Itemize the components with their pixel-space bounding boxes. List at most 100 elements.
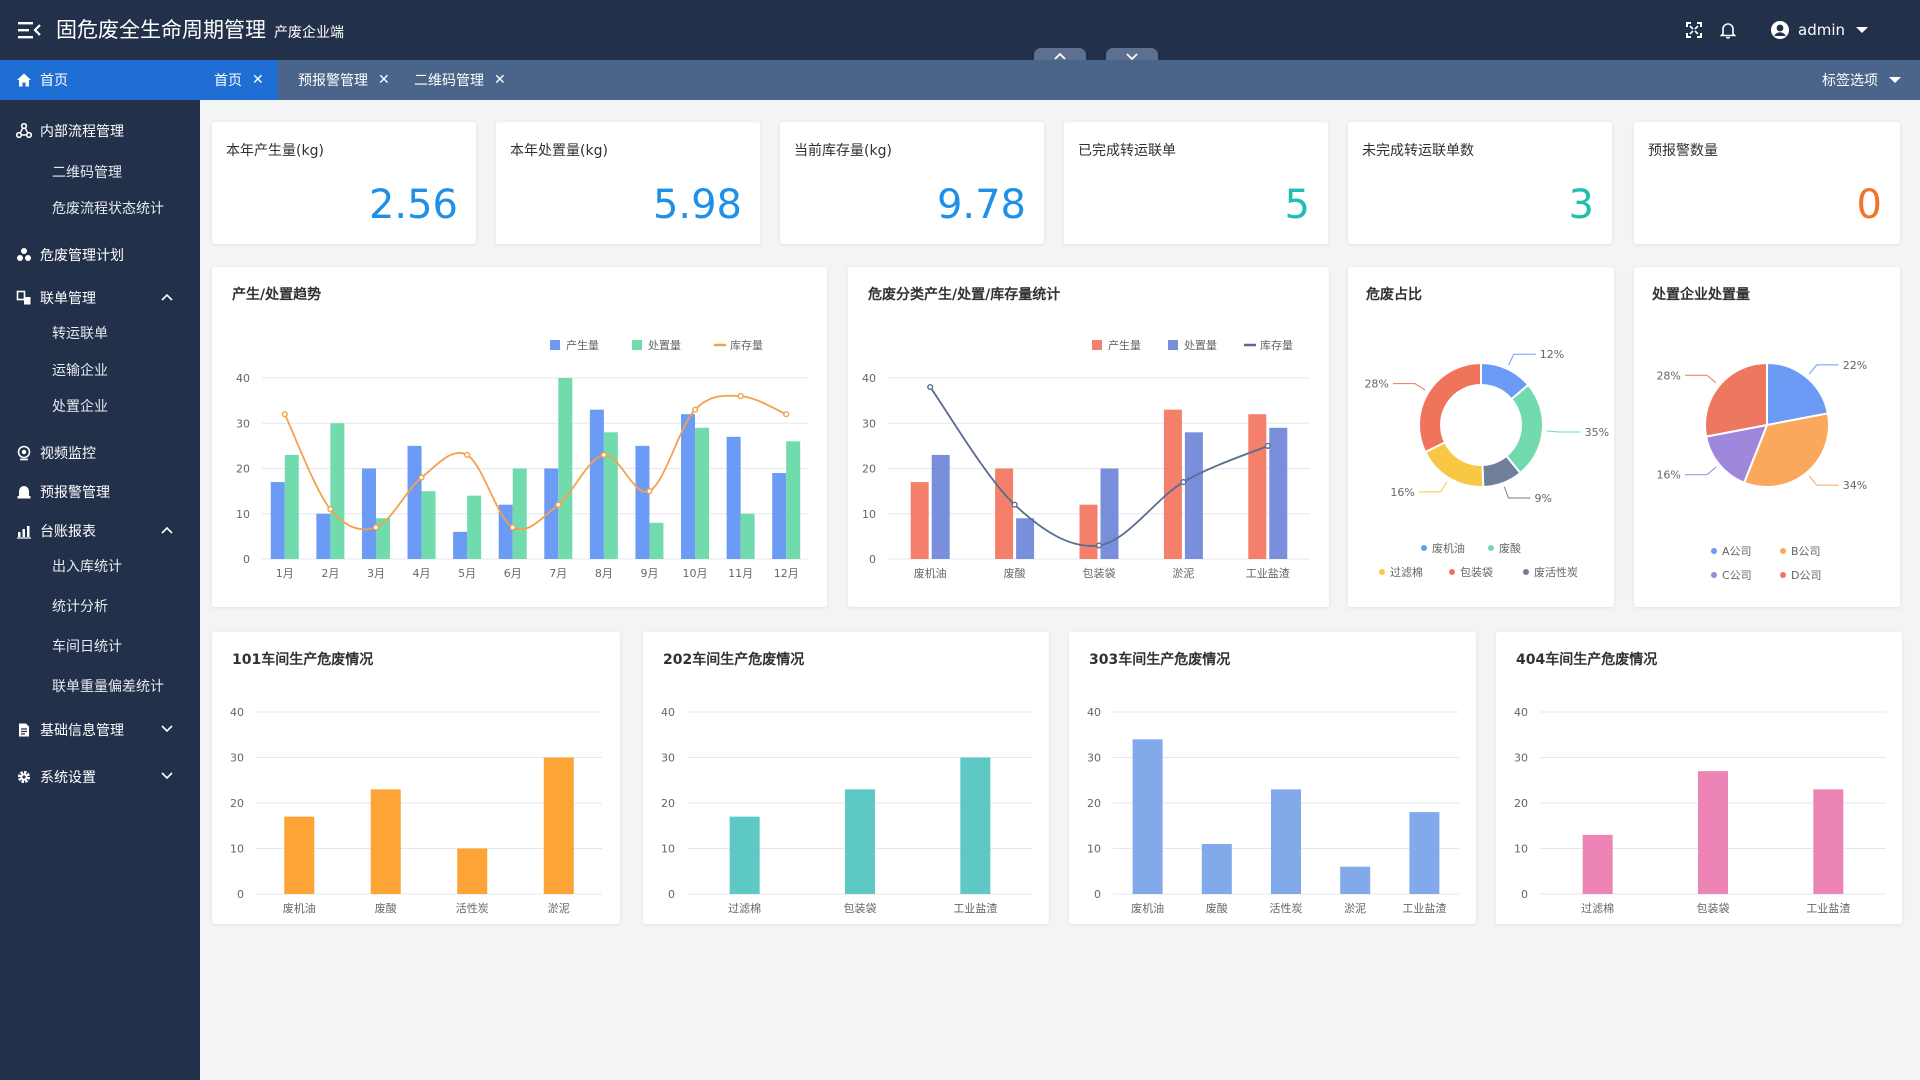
x-tick-label: 6月 — [504, 567, 522, 580]
bar — [1582, 834, 1613, 894]
sidebar-item-label: 基础信息管理 — [40, 723, 124, 739]
chart-panel-trend: 0 10 20 30 40 1月 2月 3月 4月 5月 6月 7月 8月 9月 10月 11月 12月 产生量 处… — [212, 267, 827, 607]
sidebar-item-label: 危废管理计划 — [40, 248, 124, 264]
sidebar-subitem-disposal-company[interactable]: 处置企业 — [52, 399, 108, 415]
y-tick-label: 30 — [661, 752, 675, 765]
x-tick-label: 工业盐渣 — [1402, 901, 1446, 915]
chart-panel-workshop-101: 0 10 20 30 40 废机油 废酸 活性炭 淤泥 101车间生产危废情况 — [212, 632, 620, 924]
close-icon[interactable]: ✕ — [494, 72, 506, 88]
avatar-icon — [1771, 21, 1789, 39]
close-icon[interactable]: ✕ — [378, 72, 390, 88]
x-tick-label: 淤泥 — [1344, 902, 1366, 915]
bar — [681, 414, 696, 559]
bar — [1201, 843, 1232, 894]
chevron-up-icon — [161, 526, 173, 534]
x-tick-label: 5月 — [458, 567, 476, 580]
bar — [1079, 504, 1098, 559]
x-tick-label: 废酸 — [1004, 566, 1026, 580]
sidebar-item-video[interactable]: 视频监控 — [0, 433, 200, 473]
series-line — [929, 386, 1269, 547]
sidebar-subitem-qrcode[interactable]: 二维码管理 — [52, 165, 122, 181]
legend-swatch — [1379, 569, 1385, 575]
legend-swatch — [550, 340, 560, 350]
collapse-down-handle[interactable] — [1106, 48, 1158, 61]
bar — [995, 468, 1014, 559]
stat-card-completed-manifests: 已完成转运联单 5 — [1064, 122, 1328, 244]
home-icon — [17, 73, 31, 87]
fullscreen-icon[interactable] — [1684, 20, 1704, 40]
sidebar-subitem-transport-company[interactable]: 运输企业 — [52, 363, 108, 379]
bar — [649, 522, 664, 559]
sidebar-subitem-transfer-manifest[interactable]: 转运联单 — [52, 326, 108, 342]
legend-label: B公司 — [1791, 545, 1821, 558]
sidebar-item-manifest[interactable]: 联单管理 — [0, 278, 200, 318]
slice-label: 16% — [1390, 486, 1414, 499]
category-chart: 0 10 20 30 40 废机油 废酸 包装袋 淤泥 工业盐渣 产生量 处置量 库存量 — [862, 338, 1310, 580]
y-tick-label: 40 — [1087, 706, 1101, 719]
app-title: 固危废全生命周期管理 产废企业端 — [56, 14, 344, 44]
slice-label: 16% — [1656, 469, 1680, 482]
tab-alarm-management[interactable]: 预报警管理 ✕ — [284, 60, 404, 100]
y-tick-label: 20 — [230, 797, 244, 810]
sidebar-subitem-workshop-daily[interactable]: 车间日统计 — [52, 639, 122, 655]
workshop-101-chart: 0 10 20 30 40 废机油 废酸 活性炭 淤泥 — [230, 706, 602, 915]
sidebar-item-home[interactable]: 首页 — [0, 60, 200, 100]
bar — [695, 427, 710, 559]
chevron-down-icon — [161, 725, 173, 733]
label-leader-line — [1684, 374, 1717, 384]
x-tick-label: 10月 — [683, 567, 708, 580]
collapse-up-handle[interactable] — [1034, 48, 1086, 60]
y-tick-label: 10 — [661, 843, 675, 856]
stat-value: 3 — [1568, 182, 1594, 228]
line-point — [1180, 478, 1187, 486]
panel-title: 303车间生产危废情况 — [1089, 652, 1231, 668]
pie-slice — [1504, 383, 1544, 475]
user-menu[interactable]: admin — [1770, 18, 1877, 42]
menu-toggle-icon[interactable] — [16, 18, 42, 42]
bell-icon[interactable] — [1718, 20, 1738, 40]
tab-qrcode-management[interactable]: 二维码管理 ✕ — [400, 60, 520, 100]
label-leader-line — [1392, 383, 1426, 391]
pie-slice — [1704, 423, 1769, 484]
x-tick-label: 3月 — [367, 567, 385, 580]
y-tick-label: 10 — [236, 508, 250, 521]
x-tick-label: 过滤棉 — [1581, 901, 1614, 915]
sidebar-item-basic-info[interactable]: 基础信息管理 — [0, 710, 200, 750]
x-tick-label: 工业盐渣 — [1806, 901, 1850, 915]
legend-label: 产生量 — [1108, 338, 1141, 352]
sidebar-item-alarm[interactable]: 预报警管理 — [0, 472, 200, 512]
close-icon[interactable]: ✕ — [252, 72, 264, 88]
label-leader-line — [1508, 353, 1536, 366]
legend-label: C公司 — [1722, 569, 1752, 582]
tab-home[interactable]: 首页 ✕ — [200, 60, 278, 100]
line-point — [418, 474, 425, 481]
bar — [1016, 518, 1035, 559]
legend-label: 过滤棉 — [1390, 565, 1423, 579]
label-leader-line — [1684, 466, 1717, 476]
y-tick-label: 0 — [243, 553, 250, 566]
sidebar-subitem-inout-stats[interactable]: 出入库统计 — [52, 559, 122, 575]
sidebar-item-settings[interactable]: 系统设置 — [0, 757, 200, 797]
sidebar-subitem-analysis[interactable]: 统计分析 — [52, 599, 108, 615]
stat-label: 本年处置量(kg) — [510, 143, 608, 159]
line-point — [646, 488, 653, 495]
tab-options-dropdown[interactable]: 标签选项 — [1822, 60, 1902, 100]
legend-label: 处置量 — [1184, 339, 1217, 352]
x-tick-label: 废机油 — [914, 566, 947, 580]
sidebar-subitem-process-status[interactable]: 危废流程状态统计 — [52, 201, 164, 217]
x-tick-label: 过滤棉 — [728, 901, 761, 915]
doc-link-icon — [16, 290, 31, 305]
sidebar-item-internal-process[interactable]: 内部流程管理 — [0, 111, 200, 151]
slice-label: 34% — [1843, 479, 1867, 492]
pie-slice — [1766, 361, 1830, 427]
panel-title: 202车间生产危废情况 — [663, 652, 805, 668]
x-tick-label: 活性炭 — [456, 901, 489, 915]
tab-label: 预报警管理 — [298, 73, 368, 89]
sidebar-item-plan[interactable]: 危废管理计划 — [0, 235, 200, 275]
sidebar-subitem-weight-deviation[interactable]: 联单重量偏差统计 — [52, 679, 164, 695]
y-tick-label: 40 — [236, 372, 250, 385]
line-point — [555, 501, 562, 508]
sidebar-item-ledger[interactable]: 台账报表 — [0, 511, 200, 551]
legend-label: 废机油 — [1432, 541, 1465, 555]
line-point — [1264, 442, 1271, 449]
